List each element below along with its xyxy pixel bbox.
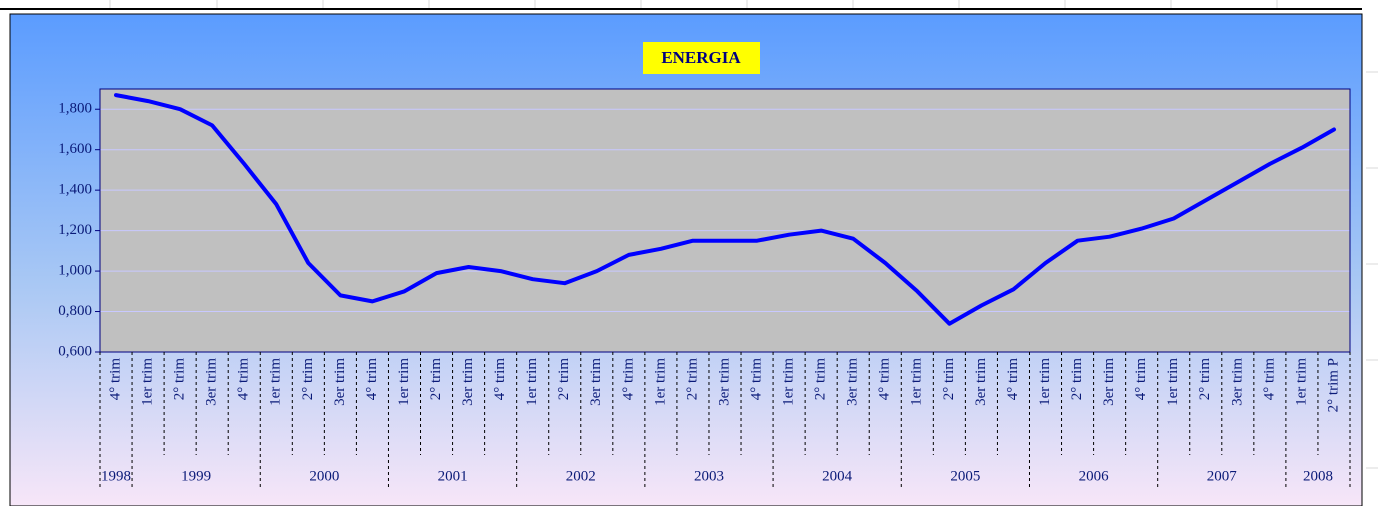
x-tick-label: 2° trim bbox=[684, 358, 700, 401]
group-label: 2003 bbox=[694, 468, 724, 484]
y-tick-label: 1,600 bbox=[58, 141, 92, 157]
sheet-gridlines bbox=[109, 0, 1378, 469]
x-tick-label: 1er trim bbox=[909, 358, 925, 406]
group-label: 2008 bbox=[1303, 468, 1333, 484]
group-label: 2000 bbox=[309, 468, 339, 484]
x-tick-label: 3er trim bbox=[204, 358, 220, 406]
x-tick-label: 2° trim bbox=[172, 358, 188, 401]
x-tick-label: 2° trim P bbox=[1325, 358, 1341, 412]
x-tick-label: 4° trim bbox=[877, 358, 893, 401]
x-tick-label: 3er trim bbox=[973, 358, 989, 406]
x-tick-label: 2° trim bbox=[300, 358, 316, 401]
x-tick-label: 3er trim bbox=[1229, 358, 1245, 406]
group-label: 2001 bbox=[438, 468, 468, 484]
x-tick-label: 3er trim bbox=[332, 358, 348, 406]
x-tick-label: 1er trim bbox=[652, 358, 668, 406]
x-tick-label: 4° trim bbox=[492, 358, 508, 401]
x-tick-label: 3er trim bbox=[716, 358, 732, 406]
group-label: 2006 bbox=[1079, 468, 1110, 484]
x-tick-label: 3er trim bbox=[588, 358, 604, 406]
y-tick-label: 1,200 bbox=[58, 222, 92, 238]
group-label: 1999 bbox=[181, 468, 211, 484]
x-tick-label: 3er trim bbox=[845, 358, 861, 406]
x-tick-label: 3er trim bbox=[460, 358, 476, 406]
x-tick-label: 1er trim bbox=[1165, 358, 1181, 406]
x-tick-label: 4° trim bbox=[1261, 358, 1277, 401]
group-label: 2005 bbox=[950, 468, 980, 484]
x-tick-label: 2° trim bbox=[1069, 358, 1085, 401]
x-tick-label: 2° trim bbox=[941, 358, 957, 401]
group-label: 2004 bbox=[822, 468, 853, 484]
x-tick-label: 1er trim bbox=[524, 358, 540, 406]
x-tick-label: 1er trim bbox=[396, 358, 412, 406]
x-tick-label: 2° trim bbox=[1197, 358, 1213, 401]
x-tick-label: 2° trim bbox=[813, 358, 829, 401]
chart-title: ENERGIA bbox=[661, 48, 741, 67]
group-label: 1998 bbox=[101, 468, 131, 484]
group-label: 2007 bbox=[1207, 468, 1238, 484]
x-tick-label: 4° trim bbox=[236, 358, 252, 401]
x-tick-label: 3er trim bbox=[1101, 358, 1117, 406]
title-box bbox=[643, 42, 760, 74]
x-tick-label: 2° trim bbox=[428, 358, 444, 401]
x-tick-label: 4° trim bbox=[364, 358, 380, 401]
x-tick-label: 1er trim bbox=[1293, 358, 1309, 406]
y-tick-label: 1,800 bbox=[58, 101, 92, 117]
y-tick-label: 0,800 bbox=[58, 303, 92, 319]
x-tick-label: 4° trim bbox=[107, 358, 123, 401]
data-line bbox=[114, 93, 1336, 326]
x-tick-label: 1er trim bbox=[140, 358, 156, 406]
x-tick-label: 1er trim bbox=[268, 358, 284, 406]
plot-border bbox=[99, 88, 1351, 353]
plot-area bbox=[100, 89, 1350, 352]
y-tick-label: 1,400 bbox=[58, 182, 92, 198]
y-tick-label: 0,600 bbox=[58, 343, 92, 359]
x-tick-label: 1er trim bbox=[781, 358, 797, 406]
x-tick-label: 4° trim bbox=[1005, 358, 1021, 401]
x-tick-label: 4° trim bbox=[620, 358, 636, 401]
y-tick-label: 1,000 bbox=[58, 263, 92, 279]
x-tick-label: 4° trim bbox=[1133, 358, 1149, 401]
x-tick-label: 4° trim bbox=[748, 358, 764, 401]
x-tick-label: 2° trim bbox=[556, 358, 572, 401]
x-tick-label: 1er trim bbox=[1037, 358, 1053, 406]
group-label: 2002 bbox=[566, 468, 596, 484]
